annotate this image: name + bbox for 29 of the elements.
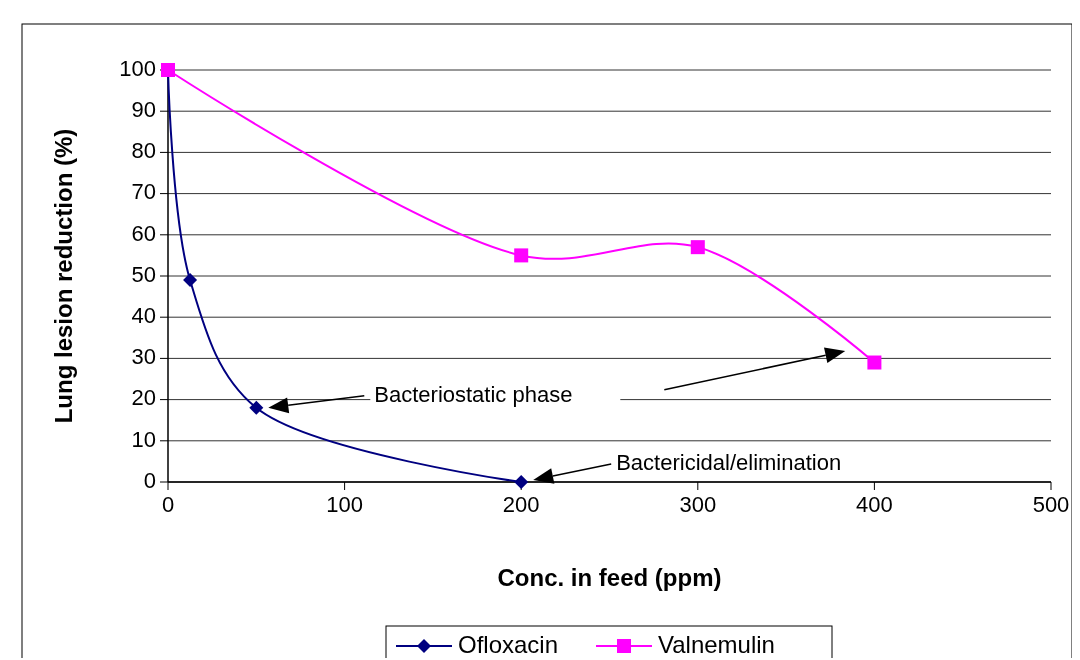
- y-tick-label: 10: [131, 426, 156, 452]
- legend-label: Ofloxacin: [458, 631, 559, 659]
- y-tick-label: 80: [131, 138, 156, 164]
- legend-label: Valnemulin: [658, 631, 775, 659]
- point: [183, 273, 198, 288]
- x-tick-label: 200: [502, 492, 540, 517]
- y-tick-label: 70: [131, 179, 156, 205]
- annotation: Bactericidal/elimination: [616, 449, 842, 475]
- point: [867, 355, 882, 370]
- y-tick-label: 40: [131, 303, 156, 329]
- y-tick-label: 30: [131, 344, 156, 370]
- point: [514, 248, 529, 263]
- point: [514, 475, 529, 489]
- y-tick-label: 90: [131, 97, 156, 123]
- y-tick-label: 60: [131, 220, 156, 246]
- y-axis-title: Lung lesion reduction (%): [50, 128, 77, 424]
- x-tick-label: 0: [161, 492, 175, 517]
- y-tick-label: 20: [131, 385, 156, 411]
- x-tick-label: 400: [856, 492, 893, 517]
- point: [690, 240, 705, 255]
- y-tick-label: 0: [143, 467, 156, 493]
- annotation: Bacteriostatic phase: [374, 381, 573, 407]
- y-tick-label: 100: [119, 55, 156, 81]
- x-tick-label: 300: [679, 492, 717, 517]
- y-tick-label: 50: [131, 261, 156, 287]
- point: [249, 400, 264, 415]
- x-axis-title: Conc. in feed (ppm): [497, 564, 722, 591]
- x-tick-label: 500: [1032, 492, 1070, 517]
- x-tick-label: 100: [326, 492, 363, 517]
